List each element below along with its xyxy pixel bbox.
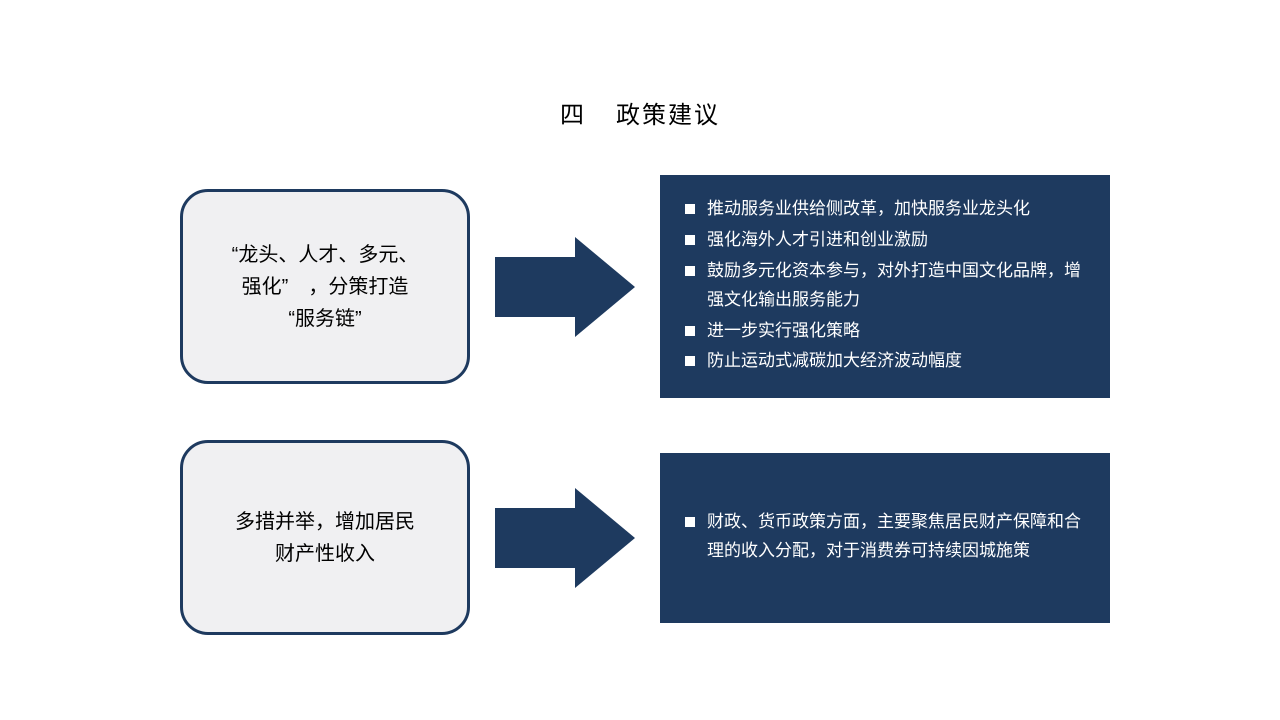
list-item: 防止运动式减碳加大经济波动幅度	[685, 347, 1085, 376]
right-box-1-list: 推动服务业供给侧改革，加快服务业龙头化 强化海外人才引进和创业激励 鼓励多元化资…	[685, 195, 1085, 378]
right-box-2-list: 财政、货币政策方面，主要聚焦居民财产保障和合理的收入分配，对于消费券可持续因城施…	[685, 508, 1085, 568]
left-box-2: 多措并举，增加居民 财产性收入	[180, 440, 470, 635]
slide-title: 四 政策建议	[0, 95, 1280, 130]
left-box-2-line2: 财产性收入	[275, 543, 375, 565]
left-box-1-line3: “服务链”	[288, 308, 361, 330]
left-box-2-line1: 多措并举，增加居民	[235, 511, 415, 533]
list-item: 鼓励多元化资本参与，对外打造中国文化品牌，增强文化输出服务能力	[685, 257, 1085, 315]
left-box-1-line1: “龙头、人才、多元、	[232, 244, 419, 266]
title-number: 四	[560, 102, 586, 129]
policy-row-2: 多措并举，增加居民 财产性收入 财政、货币政策方面，主要聚焦居民财产保障和合理的…	[180, 440, 1110, 635]
left-box-1-text: “龙头、人才、多元、 强化” ，分策打造 “服务链”	[232, 239, 419, 335]
list-item: 强化海外人才引进和创业激励	[685, 226, 1085, 255]
list-item: 进一步实行强化策略	[685, 317, 1085, 346]
right-box-1: 推动服务业供给侧改革，加快服务业龙头化 强化海外人才引进和创业激励 鼓励多元化资…	[660, 175, 1110, 398]
right-box-2: 财政、货币政策方面，主要聚焦居民财产保障和合理的收入分配，对于消费券可持续因城施…	[660, 453, 1110, 623]
arrow-icon-1	[495, 237, 635, 337]
list-item: 财政、货币政策方面，主要聚焦居民财产保障和合理的收入分配，对于消费券可持续因城施…	[685, 508, 1085, 566]
left-box-2-text: 多措并举，增加居民 财产性收入	[235, 506, 415, 570]
policy-row-1: “龙头、人才、多元、 强化” ，分策打造 “服务链” 推动服务业供给侧改革，加快…	[180, 175, 1110, 398]
left-box-1: “龙头、人才、多元、 强化” ，分策打造 “服务链”	[180, 189, 470, 384]
title-text: 政策建议	[616, 102, 720, 129]
left-box-1-line2: 强化” ，分策打造	[242, 276, 409, 298]
arrow-icon-2	[495, 488, 635, 588]
list-item: 推动服务业供给侧改革，加快服务业龙头化	[685, 195, 1085, 224]
